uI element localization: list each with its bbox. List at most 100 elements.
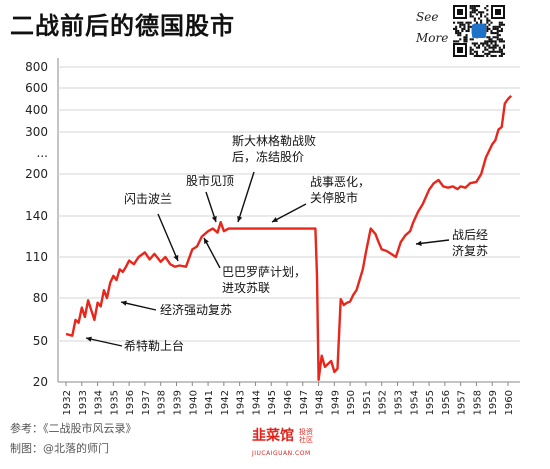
arrow-head bbox=[211, 216, 217, 222]
qr-cell bbox=[488, 38, 491, 41]
qr-cell bbox=[486, 5, 489, 8]
annotation-arrow bbox=[237, 171, 255, 223]
qr-cell bbox=[473, 42, 476, 45]
y-tick-label: 600 bbox=[25, 81, 48, 95]
qr-cell bbox=[484, 7, 487, 10]
x-tick-label: 1940 bbox=[188, 390, 199, 415]
qr-cell bbox=[471, 7, 474, 10]
qr-cell bbox=[484, 52, 487, 55]
qr-cell bbox=[465, 40, 468, 43]
x-tick-label: 1956 bbox=[441, 390, 452, 415]
annotation-label: 进攻苏联 bbox=[222, 281, 270, 295]
x-tick-label: 1954 bbox=[409, 390, 420, 415]
qr-cell bbox=[473, 7, 476, 10]
y-tick-label: 800 bbox=[25, 60, 48, 74]
brand-logo: 韭菜馆 bbox=[252, 428, 294, 444]
annotation-label: 经济强动复苏 bbox=[160, 302, 232, 317]
qr-cell bbox=[498, 38, 501, 41]
qr-cell bbox=[459, 23, 462, 26]
qr-cell bbox=[469, 7, 472, 10]
qr-cell bbox=[455, 40, 458, 43]
qr-cell bbox=[498, 40, 501, 43]
annotation-label: 股市见顶 bbox=[186, 173, 234, 188]
qr-cell bbox=[486, 36, 489, 39]
annotation-arrow bbox=[415, 239, 450, 245]
qr-cell bbox=[471, 52, 474, 55]
x-tick-label: 1951 bbox=[362, 390, 373, 415]
qr-finder bbox=[457, 47, 463, 53]
qr-cell bbox=[490, 32, 493, 35]
brand-tag: 投资社区 bbox=[299, 428, 313, 444]
arrow-head bbox=[272, 217, 278, 222]
qr-cell bbox=[494, 25, 497, 28]
qr-cell bbox=[488, 52, 491, 55]
qr-cell bbox=[492, 40, 495, 43]
qr-cell bbox=[482, 42, 485, 45]
qr-cell bbox=[457, 29, 460, 33]
qr-cell bbox=[500, 52, 503, 55]
qr-cell bbox=[471, 48, 474, 51]
x-tick-label: 1939 bbox=[173, 390, 184, 415]
qr-cell bbox=[488, 23, 491, 26]
qr-cell bbox=[469, 46, 472, 49]
qr-cell bbox=[486, 13, 489, 16]
x-tick-label: 1934 bbox=[94, 390, 105, 415]
annotation-label: 战后经 bbox=[452, 228, 488, 242]
y-tick-label: 110 bbox=[25, 250, 48, 264]
qr-cell bbox=[480, 11, 483, 14]
x-tick-label: 1933 bbox=[78, 390, 89, 415]
y-tick-label: 20 bbox=[33, 375, 48, 389]
qr-code-icon[interactable] bbox=[452, 4, 506, 58]
qr-cell bbox=[498, 21, 501, 24]
qr-cell bbox=[455, 29, 458, 33]
qr-cell bbox=[480, 54, 483, 58]
qr-cell bbox=[455, 25, 458, 28]
qr-cell bbox=[494, 27, 497, 30]
x-tick-label: 1941 bbox=[204, 390, 215, 415]
x-tick-label: 1938 bbox=[157, 390, 168, 415]
qr-cell bbox=[488, 36, 491, 39]
qr-cell bbox=[492, 25, 495, 28]
arrow-head bbox=[237, 216, 243, 222]
more-label: More bbox=[416, 31, 449, 45]
qr-cell bbox=[477, 5, 481, 8]
qr-cell bbox=[500, 38, 503, 41]
qr-cell bbox=[496, 50, 499, 53]
qr-cell bbox=[471, 11, 474, 14]
annotation-label: 希特勒上台 bbox=[124, 338, 184, 353]
qr-cell bbox=[500, 23, 503, 26]
qr-cell bbox=[455, 27, 458, 30]
qr-cell bbox=[477, 54, 481, 58]
qr-cell bbox=[492, 27, 495, 30]
y-tick-label: 80 bbox=[33, 291, 48, 305]
qr-cell bbox=[477, 11, 481, 14]
qr-cell bbox=[453, 27, 456, 30]
qr-cell bbox=[490, 29, 493, 33]
qr-cell bbox=[484, 40, 487, 43]
qr-cell bbox=[494, 54, 497, 58]
qr-cell bbox=[498, 34, 501, 37]
qr-cell bbox=[498, 48, 501, 51]
qr-cell bbox=[494, 40, 497, 43]
qr-cell bbox=[486, 29, 489, 33]
qr-cell bbox=[459, 34, 462, 37]
qr-cell bbox=[469, 11, 472, 14]
qr-cell bbox=[498, 50, 501, 53]
arrow-head bbox=[121, 300, 127, 306]
annotation-label: 闪击波兰 bbox=[124, 192, 172, 206]
x-tick-label: 1943 bbox=[236, 390, 247, 415]
qr-cell bbox=[500, 29, 503, 33]
qr-cell bbox=[486, 21, 489, 24]
qr-cell bbox=[496, 36, 499, 39]
qr-cell bbox=[467, 27, 470, 30]
annotation-arrow bbox=[120, 301, 157, 311]
qr-cell bbox=[490, 54, 493, 58]
qr-cell bbox=[502, 46, 506, 49]
qr-cell bbox=[494, 46, 497, 49]
arrow-head bbox=[173, 255, 179, 261]
qr-cell bbox=[500, 21, 503, 24]
annotation-label: 关停股市 bbox=[310, 190, 358, 205]
qr-cell bbox=[459, 21, 462, 24]
qr-cell bbox=[457, 21, 460, 24]
